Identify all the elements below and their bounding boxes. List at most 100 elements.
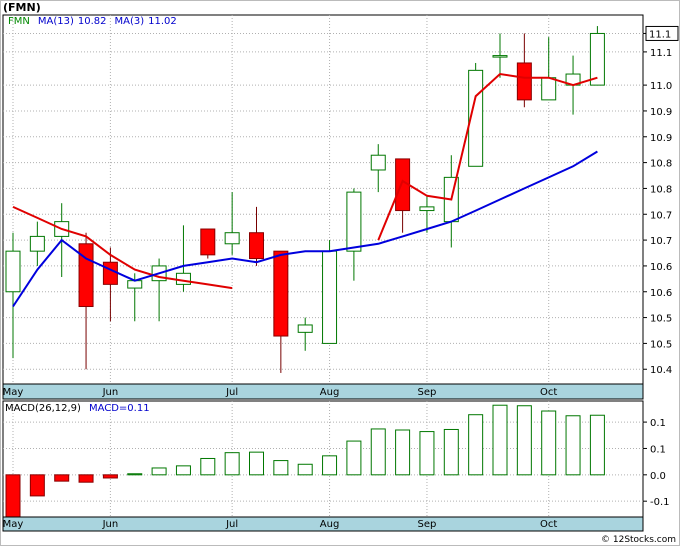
price-tick-label: 10.9 — [650, 107, 672, 118]
legend-item: MA(13) — [38, 16, 74, 27]
macd-month-label: Oct — [540, 519, 557, 530]
macd-bar — [200, 457, 216, 476]
candle — [249, 206, 264, 266]
macd-bar — [273, 460, 289, 476]
macd-bar — [468, 414, 484, 476]
macd-bar — [54, 474, 70, 482]
candle-body — [249, 232, 264, 260]
month-label: Jul — [225, 387, 238, 398]
macd-month-strip — [2, 516, 644, 532]
legend-item: 10.82 — [78, 16, 107, 27]
macd-bar — [395, 429, 411, 476]
price-month-strip — [2, 383, 644, 400]
macd-bar — [78, 474, 94, 483]
macd-bar — [370, 428, 386, 476]
candle-body — [322, 250, 338, 344]
macd-bar — [249, 451, 264, 476]
candle — [297, 317, 313, 351]
price-legend: FMN MA(13) 10.82 MA(3) 11.02 — [8, 16, 177, 27]
ma3-line-segment — [377, 72, 598, 241]
candle — [322, 240, 338, 344]
macd-tick-label: 0.0 — [650, 471, 666, 482]
macd-bar — [102, 474, 118, 479]
candle-body — [175, 272, 191, 285]
macd-tick-label: -0.1 — [650, 497, 670, 508]
price-tick-label: 10.9 — [650, 133, 672, 144]
candle-body — [492, 55, 508, 58]
candle-body — [419, 206, 435, 212]
candle — [370, 144, 386, 193]
month-label: May — [3, 387, 24, 398]
macd-bar — [346, 440, 362, 476]
macd-bar — [297, 463, 313, 476]
macd-bar — [541, 410, 557, 476]
last-price-label: 11.1 — [649, 29, 671, 40]
candle-body — [346, 191, 362, 252]
macd-bar — [492, 404, 508, 476]
month-label: Sep — [418, 387, 437, 398]
price-tick-label: 10.5 — [650, 314, 672, 325]
candle-body — [5, 250, 21, 293]
macd-month-label: Sep — [418, 519, 437, 530]
price-axis — [643, 32, 647, 370]
price-tick-label: 10.6 — [650, 262, 672, 273]
macd-bar — [589, 414, 605, 476]
candle-body — [541, 77, 557, 101]
macd-bar — [419, 431, 435, 476]
candle — [200, 228, 216, 259]
macd-bar — [443, 428, 459, 476]
macd-bar — [127, 473, 143, 476]
price-tick-label: 10.5 — [650, 339, 672, 350]
price-tick-label: 10.4 — [650, 365, 672, 376]
macd-bar — [5, 474, 21, 521]
price-tick-label: 10.8 — [650, 159, 672, 170]
candle-body — [127, 280, 143, 289]
macd-tick-label: 0.1 — [650, 444, 666, 455]
candle-body — [589, 32, 605, 86]
macd-bar — [565, 415, 581, 476]
candle — [492, 33, 508, 78]
macd-legend-value: MACD=0.11 — [89, 403, 150, 414]
candle — [5, 232, 21, 359]
month-label: Oct — [540, 387, 557, 398]
candle-body — [102, 261, 118, 285]
price-tick-label: 10.7 — [650, 236, 672, 247]
price-tick-label: 10.8 — [650, 184, 672, 195]
month-label: Aug — [320, 387, 340, 398]
candles — [5, 26, 605, 373]
macd-bar — [516, 405, 532, 476]
candle-body — [78, 243, 94, 308]
candle — [224, 192, 240, 255]
candle — [346, 188, 362, 281]
candle-body — [200, 228, 216, 256]
last-price-box — [645, 25, 679, 41]
macd-legend-label: MACD(26,12,9) — [5, 403, 81, 414]
price-tick-label: 11.1 — [650, 48, 672, 59]
watermark: © 12Stocks.com — [601, 535, 676, 545]
candle-body — [516, 62, 532, 101]
macd-bar — [151, 467, 167, 476]
candle — [541, 37, 557, 101]
legend-item: 11.02 — [148, 16, 177, 27]
macd-month-label: Aug — [320, 519, 340, 530]
price-tick-label: 10.6 — [650, 288, 672, 299]
price-tick-label: 11.0 — [650, 81, 672, 92]
candle — [419, 195, 435, 233]
candle-body — [273, 250, 289, 337]
candle-body — [224, 232, 240, 245]
macd-month-label: Jun — [102, 519, 119, 530]
candle — [29, 221, 45, 266]
candle-body — [297, 324, 313, 333]
chart-title: (FMN) — [3, 1, 41, 14]
ma3-line — [12, 72, 598, 290]
macd-axis — [643, 421, 647, 502]
candle-body — [370, 154, 386, 171]
macd-bar — [29, 474, 45, 497]
macd-month-label: Jul — [225, 519, 238, 530]
candle — [589, 26, 605, 86]
month-label: Jun — [102, 387, 119, 398]
legend-item: FMN — [8, 16, 30, 27]
candle-body — [29, 235, 45, 252]
macd-tick-label: 0.1 — [650, 418, 666, 429]
